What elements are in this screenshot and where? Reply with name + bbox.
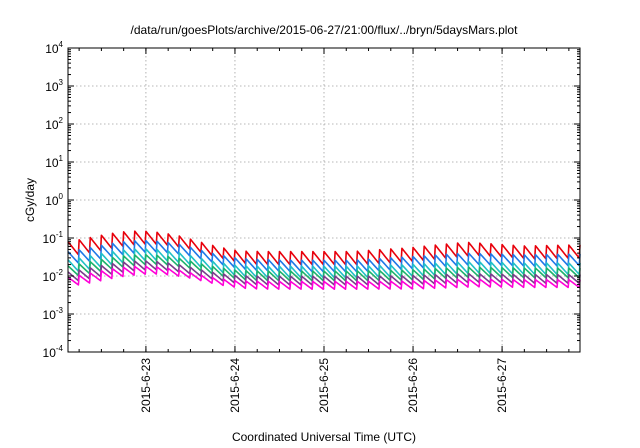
y-tick-label: 101: [45, 154, 63, 170]
y-tick-label: 10-4: [43, 344, 64, 360]
grid: [68, 48, 580, 352]
y-tick-label: 10-3: [43, 306, 64, 322]
x-axis-label: Coordinated Universal Time (UTC): [232, 430, 416, 444]
y-axis-label: cGy/day: [23, 178, 37, 222]
y-tick-label: 10-1: [43, 230, 64, 246]
chart-title: /data/run/goesPlots/archive/2015-06-27/2…: [131, 23, 519, 37]
y-tick-label: 103: [45, 78, 63, 94]
y-tick-label: 10-2: [43, 268, 64, 284]
series-line: [67, 265, 581, 290]
series-line: [67, 260, 581, 286]
x-tick-label: 2015-6-23: [139, 358, 153, 413]
series-line: [67, 239, 581, 273]
series-line: [67, 248, 581, 279]
series-group: [67, 230, 581, 290]
y-tick-label: 100: [45, 192, 63, 208]
x-tick-label: 2015-6-26: [406, 358, 420, 413]
series-line: [67, 253, 581, 282]
series-line: [67, 230, 581, 266]
x-axis: 2015-6-23 2015-6-24 2015-6-25 2015-6-26 2015…: [78, 48, 570, 413]
x-tick-label: 2015-6-25: [317, 358, 331, 413]
y-tick-label: 104: [45, 40, 63, 56]
y-tick-label: 102: [45, 116, 63, 132]
x-tick-label: 2015-6-24: [228, 358, 242, 413]
x-tick-label: 2015-6-27: [495, 358, 509, 413]
y-axis: 10-4 10-3 10-2 10-1 100 101 102 103 104: [43, 40, 580, 360]
